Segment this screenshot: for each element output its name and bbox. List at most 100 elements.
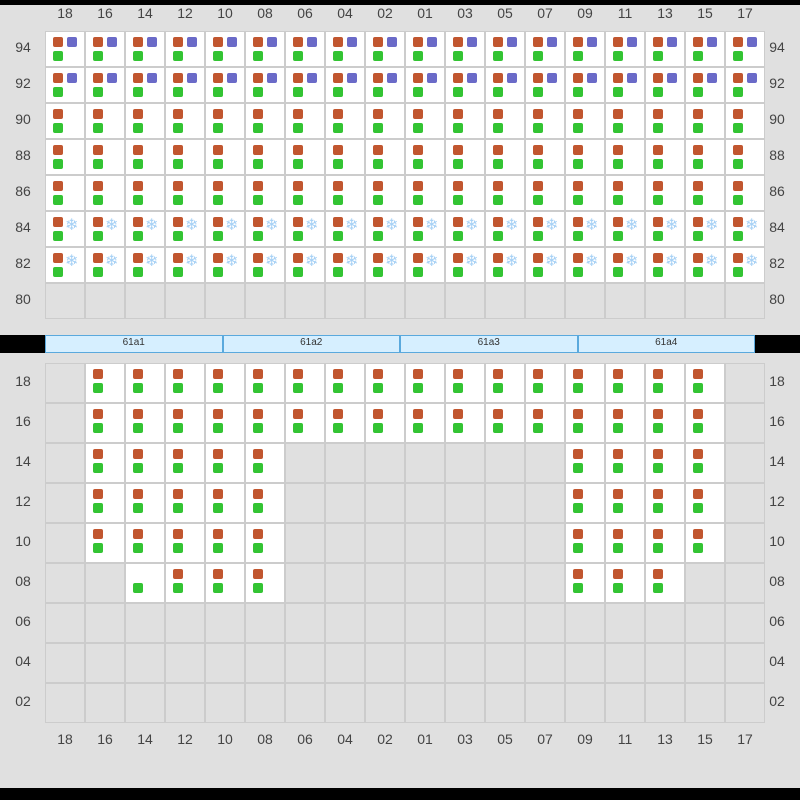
rack-cell[interactable]	[405, 683, 445, 723]
rack-cell[interactable]	[325, 563, 365, 603]
rack-cell[interactable]	[445, 283, 485, 319]
rack-cell[interactable]	[605, 483, 645, 523]
rack-cell[interactable]	[325, 363, 365, 403]
rack-cell[interactable]	[645, 103, 685, 139]
rack-cell[interactable]	[205, 443, 245, 483]
rack-cell[interactable]: ❄	[85, 247, 125, 283]
rack-cell[interactable]	[445, 683, 485, 723]
rack-cell[interactable]	[85, 103, 125, 139]
rack-cell[interactable]	[685, 563, 725, 603]
rack-cell[interactable]	[645, 363, 685, 403]
rack-cell[interactable]	[365, 139, 405, 175]
rack-cell[interactable]	[685, 483, 725, 523]
rack-cell[interactable]	[485, 103, 525, 139]
rack-cell[interactable]	[45, 443, 85, 483]
rack-cell[interactable]	[605, 139, 645, 175]
rack-cell[interactable]	[205, 363, 245, 403]
rack-cell[interactable]	[685, 31, 725, 67]
rack-cell[interactable]	[125, 603, 165, 643]
rack-cell[interactable]: ❄	[205, 247, 245, 283]
rack-cell[interactable]	[365, 103, 405, 139]
rack-cell[interactable]: ❄	[485, 247, 525, 283]
rack-cell[interactable]	[685, 67, 725, 103]
rack-cell[interactable]	[645, 283, 685, 319]
rack-cell[interactable]	[445, 523, 485, 563]
rack-cell[interactable]	[565, 283, 605, 319]
rack-cell[interactable]	[365, 483, 405, 523]
rack-cell[interactable]	[565, 403, 605, 443]
rack-cell[interactable]	[525, 523, 565, 563]
rack-cell[interactable]	[45, 283, 85, 319]
rack-cell[interactable]	[45, 523, 85, 563]
rack-cell[interactable]	[125, 683, 165, 723]
rack-cell[interactable]	[285, 67, 325, 103]
rack-cell[interactable]	[445, 139, 485, 175]
rack-cell[interactable]: ❄	[245, 247, 285, 283]
rack-cell[interactable]	[445, 403, 485, 443]
rack-cell[interactable]	[85, 643, 125, 683]
rack-cell[interactable]	[525, 643, 565, 683]
rack-cell[interactable]	[405, 603, 445, 643]
rack-cell[interactable]: ❄	[525, 247, 565, 283]
rack-cell[interactable]	[365, 603, 405, 643]
rack-cell[interactable]	[85, 139, 125, 175]
rack-cell[interactable]: ❄	[565, 247, 605, 283]
rack-cell[interactable]	[565, 363, 605, 403]
rack-cell[interactable]	[685, 363, 725, 403]
rack-cell[interactable]	[645, 139, 685, 175]
rack-cell[interactable]	[685, 443, 725, 483]
rack-cell[interactable]	[645, 443, 685, 483]
rack-cell[interactable]	[205, 283, 245, 319]
rack-cell[interactable]	[205, 683, 245, 723]
rack-cell[interactable]	[445, 175, 485, 211]
rack-cell[interactable]	[205, 67, 245, 103]
rack-cell[interactable]	[645, 483, 685, 523]
rack-cell[interactable]	[685, 403, 725, 443]
rack-cell[interactable]	[325, 603, 365, 643]
rack-cell[interactable]	[205, 403, 245, 443]
rack-cell[interactable]	[325, 283, 365, 319]
rack-cell[interactable]	[245, 175, 285, 211]
rack-cell[interactable]: ❄	[365, 247, 405, 283]
rack-cell[interactable]	[725, 363, 765, 403]
rack-cell[interactable]	[85, 67, 125, 103]
rack-cell[interactable]	[725, 403, 765, 443]
rack-cell[interactable]	[405, 443, 445, 483]
rack-cell[interactable]	[245, 683, 285, 723]
rack-cell[interactable]	[725, 603, 765, 643]
rack-cell[interactable]	[125, 643, 165, 683]
rack-cell[interactable]	[365, 443, 405, 483]
rack-cell[interactable]	[285, 603, 325, 643]
rack-cell[interactable]	[125, 139, 165, 175]
rack-cell[interactable]	[85, 563, 125, 603]
rack-cell[interactable]	[605, 603, 645, 643]
rack-cell[interactable]	[45, 175, 85, 211]
rack-cell[interactable]	[45, 603, 85, 643]
rack-cell[interactable]	[245, 603, 285, 643]
rack-cell[interactable]: ❄	[405, 247, 445, 283]
rack-cell[interactable]	[325, 175, 365, 211]
rack-cell[interactable]	[445, 67, 485, 103]
rack-cell[interactable]	[285, 483, 325, 523]
rack-cell[interactable]	[645, 683, 685, 723]
rack-cell[interactable]	[325, 683, 365, 723]
rack-cell[interactable]	[125, 283, 165, 319]
rack-cell[interactable]	[165, 31, 205, 67]
rack-cell[interactable]	[485, 443, 525, 483]
rack-cell[interactable]	[245, 443, 285, 483]
rack-cell[interactable]: ❄	[685, 211, 725, 247]
rack-cell[interactable]	[485, 67, 525, 103]
rack-cell[interactable]	[165, 643, 205, 683]
rack-cell[interactable]	[205, 483, 245, 523]
rack-cell[interactable]	[365, 563, 405, 603]
rack-cell[interactable]	[325, 523, 365, 563]
switch-61a3[interactable]: 61a3	[400, 335, 578, 353]
rack-cell[interactable]: ❄	[645, 247, 685, 283]
rack-cell[interactable]	[365, 363, 405, 403]
rack-cell[interactable]	[45, 483, 85, 523]
rack-cell[interactable]: ❄	[605, 247, 645, 283]
rack-cell[interactable]	[445, 483, 485, 523]
rack-cell[interactable]	[565, 563, 605, 603]
rack-cell[interactable]	[725, 139, 765, 175]
rack-cell[interactable]	[125, 31, 165, 67]
